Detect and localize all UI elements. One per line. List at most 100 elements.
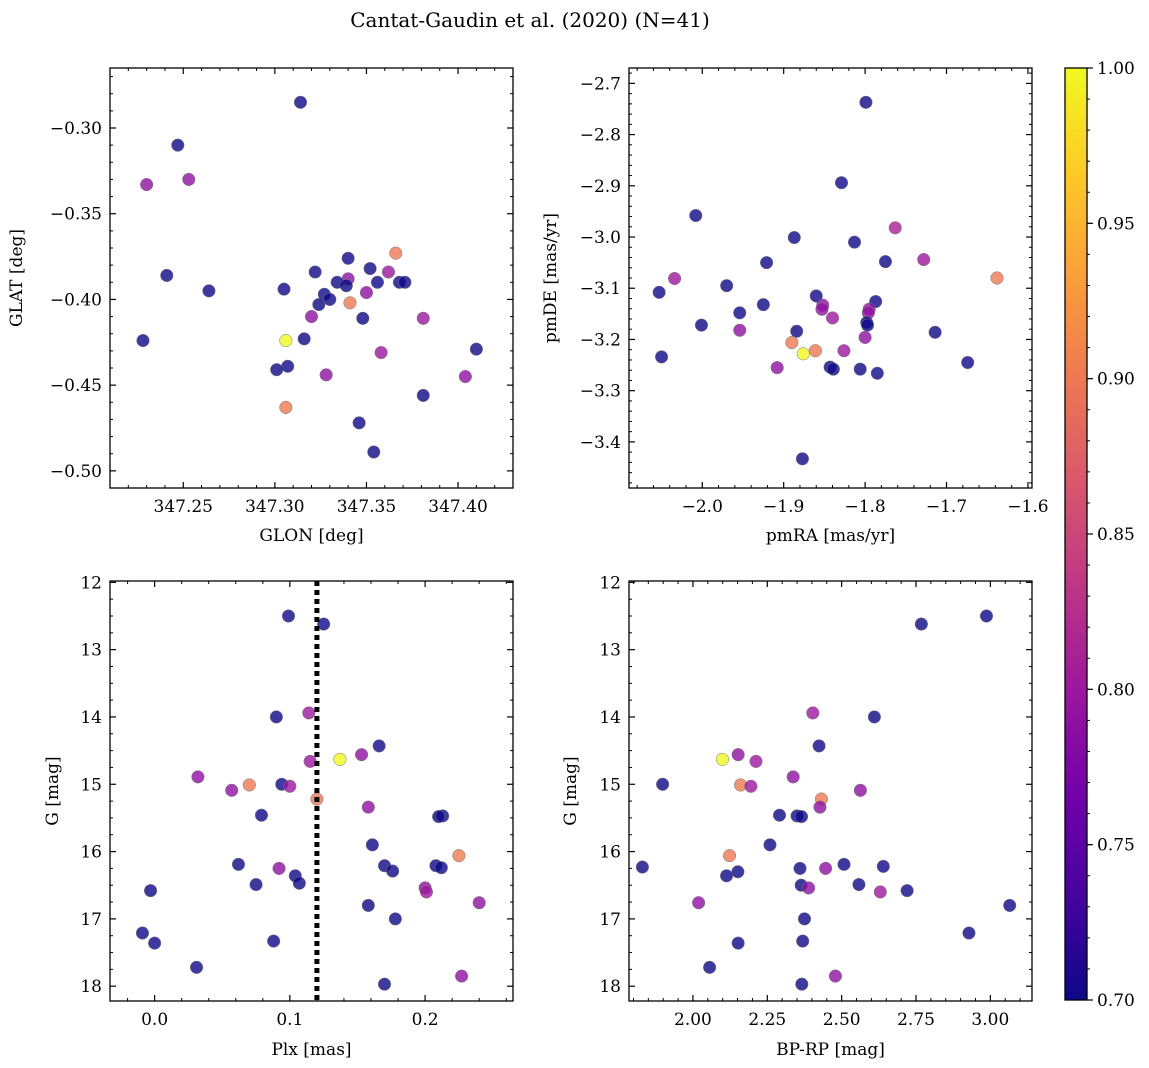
data-point xyxy=(689,208,703,223)
data-point xyxy=(990,271,1004,285)
y-tick-label: 16 xyxy=(80,843,102,863)
data-point xyxy=(812,739,826,753)
colorbar: 0.70 0.75 0.80 0.85 0.90 0.95 1.00 xyxy=(1064,59,1135,1011)
colorbar-tick-label: 0.80 xyxy=(1097,680,1135,700)
data-point xyxy=(249,878,263,892)
data-point xyxy=(140,178,154,192)
data-point xyxy=(472,896,486,910)
data-point xyxy=(312,298,326,312)
data-point xyxy=(323,292,337,306)
data-point xyxy=(279,334,293,348)
data-point xyxy=(343,296,357,310)
colorbar-tick-label: 0.90 xyxy=(1097,370,1135,390)
data-point xyxy=(859,95,873,109)
y-tick-label: −0.35 xyxy=(50,205,102,225)
y-axis-label: GLAT [deg] xyxy=(7,229,27,327)
colorbar-tick-label: 0.75 xyxy=(1097,836,1135,856)
panel-glon-glat: 347.25 347.30 347.35 347.40 −0.30 −0.35 −0.40 −… xyxy=(7,67,514,546)
data-point xyxy=(795,977,809,991)
data-point xyxy=(772,808,787,822)
data-point xyxy=(272,861,286,875)
y-tick-label: −2.7 xyxy=(580,74,621,94)
x-tick-label: 0.0 xyxy=(141,1010,168,1030)
data-point xyxy=(333,752,347,766)
data-point xyxy=(826,362,840,376)
data-point xyxy=(917,253,931,267)
data-point xyxy=(825,311,840,325)
data-point xyxy=(876,859,890,873)
y-tick-label: −3.0 xyxy=(580,228,621,248)
x-tick-label: 2.75 xyxy=(897,1010,935,1030)
y-tick-label: 16 xyxy=(599,843,621,863)
y-tick-label: 12 xyxy=(80,573,102,593)
colorbar-gradient xyxy=(1065,68,1087,1000)
data-point xyxy=(785,335,799,350)
y-tick-label: −3.3 xyxy=(580,382,621,402)
data-point xyxy=(432,810,446,824)
data-point xyxy=(808,344,822,358)
data-point xyxy=(837,857,851,871)
y-tick-label: −3.2 xyxy=(580,330,621,350)
panel-bprp-g: 2.00 2.25 2.50 2.75 3.00 12 13 14 15 16 17 18 BP-RP … xyxy=(561,573,1033,1060)
data-point xyxy=(1003,898,1017,912)
data-point xyxy=(655,350,669,364)
data-point xyxy=(914,617,928,631)
data-point xyxy=(135,926,150,940)
panel-pmra-pmde: −2.0 −1.9 −1.8 −1.7 −1.6 −2.7 −2.8 −2.9 −3.0 −3.1… xyxy=(541,67,1049,546)
axes-frame xyxy=(109,580,514,1002)
data-point xyxy=(858,330,872,344)
y-tick-label: 15 xyxy=(80,775,102,795)
data-point xyxy=(452,849,466,863)
data-point xyxy=(160,268,174,282)
data-point xyxy=(878,255,893,269)
data-point xyxy=(455,969,469,983)
data-point xyxy=(652,285,666,299)
data-point xyxy=(760,256,774,270)
data-point xyxy=(870,366,884,380)
data-point xyxy=(341,251,355,265)
data-point xyxy=(419,885,433,899)
data-point xyxy=(703,960,717,974)
x-tick-label: 0.1 xyxy=(276,1010,303,1030)
data-point xyxy=(852,878,866,892)
data-point xyxy=(370,275,384,289)
data-point xyxy=(416,388,430,402)
x-tick-label: −1.6 xyxy=(1007,497,1048,517)
data-point xyxy=(847,235,862,249)
data-point xyxy=(962,926,976,940)
colorbar-tick-label: 0.85 xyxy=(1097,525,1135,545)
data-point xyxy=(794,810,809,824)
data-point xyxy=(374,346,388,360)
data-point xyxy=(372,739,386,753)
x-tick-label: 347.35 xyxy=(337,497,396,517)
data-point xyxy=(795,452,809,466)
data-point xyxy=(365,838,379,852)
data-point xyxy=(279,400,293,414)
data-point xyxy=(715,752,729,766)
y-tick-label: 15 xyxy=(599,775,621,795)
colorbar-tick-label: 0.70 xyxy=(1097,991,1135,1011)
x-tick-label: 347.25 xyxy=(154,497,213,517)
x-tick-label: −1.8 xyxy=(844,497,885,517)
data-point xyxy=(386,864,400,878)
y-tick-label: −2.8 xyxy=(580,126,621,146)
data-point xyxy=(731,748,745,762)
x-axis-label: pmRA [mas/yr] xyxy=(766,526,895,546)
scatter-points xyxy=(136,95,483,459)
data-point xyxy=(770,361,784,375)
data-point xyxy=(319,368,333,382)
data-point xyxy=(853,362,867,376)
data-point xyxy=(802,881,816,895)
data-point xyxy=(361,800,375,814)
data-point xyxy=(354,748,369,762)
data-point xyxy=(797,912,812,926)
data-point xyxy=(787,230,801,245)
data-point xyxy=(888,221,902,235)
data-point xyxy=(283,779,297,793)
data-point xyxy=(668,271,682,286)
axes-frame xyxy=(628,67,1033,489)
data-point xyxy=(281,609,296,623)
x-tick-label: 2.50 xyxy=(823,1010,861,1030)
y-tick-label: 13 xyxy=(80,641,102,661)
data-point xyxy=(182,172,196,186)
